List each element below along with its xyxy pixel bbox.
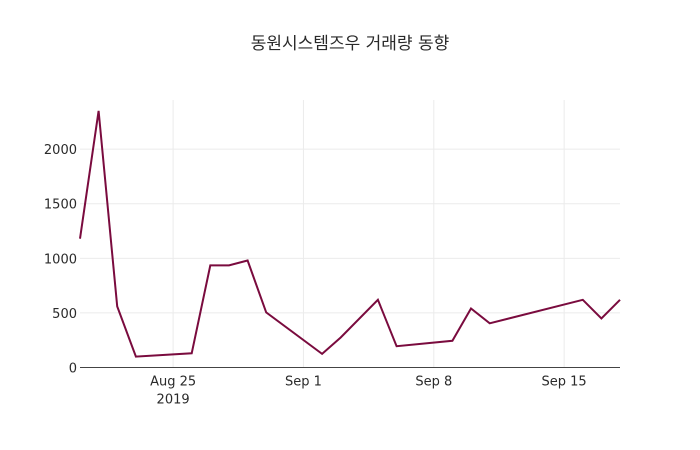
volume-line[interactable] <box>79 110 621 358</box>
y-tick-label: 2000 <box>44 143 77 158</box>
y-tick-label: 500 <box>52 307 77 322</box>
y-tick-label: 1500 <box>44 198 77 213</box>
x-tick-label: Aug 25 <box>150 375 196 390</box>
x-tick-year-label: 2019 <box>157 393 190 408</box>
x-tick-label: Sep 15 <box>542 375 587 390</box>
x-tick-label: Sep 1 <box>285 375 322 390</box>
plot-area <box>79 110 621 358</box>
x-tick-label: Sep 8 <box>415 375 452 390</box>
y-tick-label: 1000 <box>44 252 77 267</box>
y-tick-label: 0 <box>69 362 77 377</box>
chart-title: 동원시스템즈우 거래량 동향 <box>251 34 450 54</box>
axes: 0 500 1000 1500 2000 Aug 25 2019 Sep 1 Sep 8 Sep … <box>44 143 620 408</box>
